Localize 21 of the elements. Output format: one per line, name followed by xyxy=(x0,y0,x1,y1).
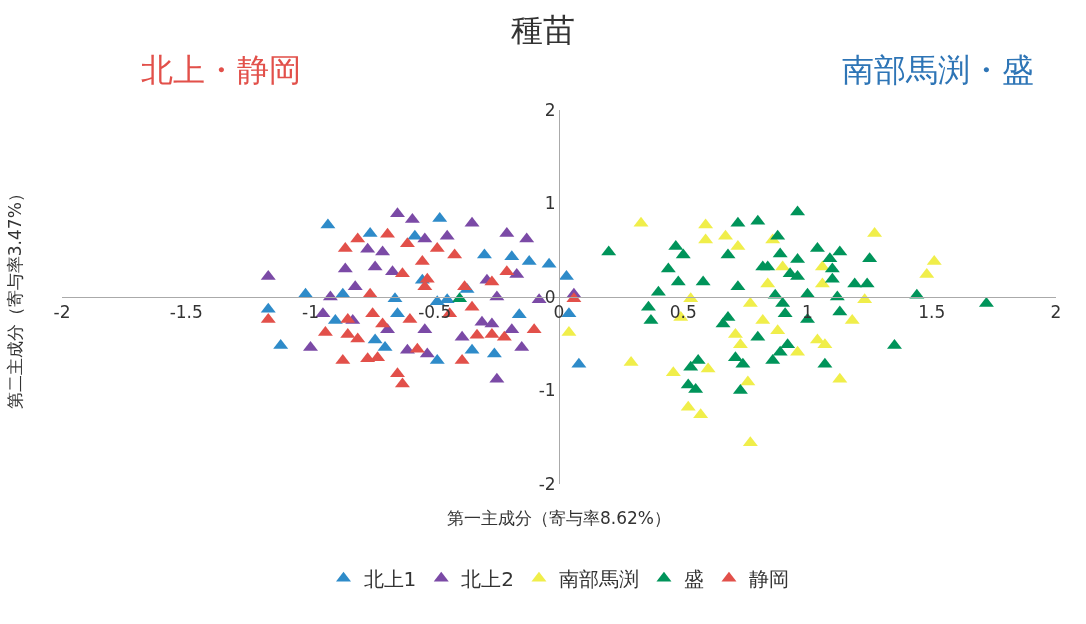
chart-title: 種苗 xyxy=(511,11,575,50)
y-tick-label: 1 xyxy=(544,193,556,214)
x-tick-label: -1 xyxy=(302,302,319,323)
y-tick-label: 0 xyxy=(544,286,556,307)
y-tick-label: -2 xyxy=(538,473,556,494)
legend-label: 静岡 xyxy=(748,567,789,592)
text: 南部馬渕・盛 xyxy=(842,51,1034,89)
x-tick-label: 0.5 xyxy=(669,302,697,323)
y-tick-label: 2 xyxy=(544,99,556,120)
legend-label: 盛 xyxy=(683,567,704,592)
y-axis-title: 第二主成分（寄与率3.47%） xyxy=(5,185,26,410)
y-tick-label: -1 xyxy=(538,380,556,401)
legend-label: 北上2 xyxy=(461,567,514,592)
x-tick-label: 1.5 xyxy=(918,302,946,323)
legend-label: 北上1 xyxy=(363,567,417,592)
x-tick-label: -1.5 xyxy=(169,302,203,323)
legend-label: 南部馬渕 xyxy=(558,567,639,592)
x-axis-title: 第一主成分（寄与率8.62%） xyxy=(447,508,672,528)
text: 北上・静岡 xyxy=(141,51,301,89)
x-tick-label: -2 xyxy=(53,302,71,323)
x-tick-label: 2 xyxy=(1050,302,1062,323)
